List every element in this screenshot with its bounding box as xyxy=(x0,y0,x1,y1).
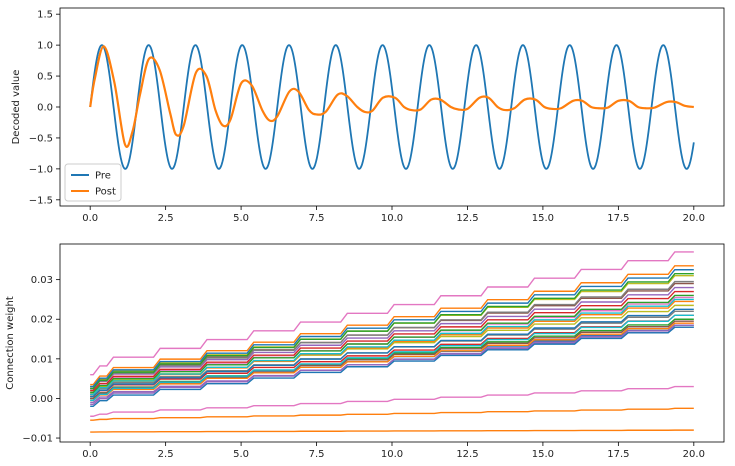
x-tick-label: 5.0 xyxy=(233,449,249,460)
connection-weight-panel: 0.0 2.5 5.0 7.5 10.0 12.5 15.0 17.5 20.0 −0.01 0.0… xyxy=(5,243,725,460)
x-tick-label: 10.0 xyxy=(381,449,403,460)
weight-series-line xyxy=(90,407,694,421)
weight-series-line xyxy=(90,294,694,394)
y-tick-label: −1.5 xyxy=(29,195,53,206)
y-tick-label: −0.5 xyxy=(29,133,53,144)
weight-series-line xyxy=(90,322,694,402)
x-tick-label: 20.0 xyxy=(683,449,705,460)
y-axis-label: Connection weight xyxy=(5,296,16,390)
x-tick-label: 7.5 xyxy=(309,449,325,460)
weight-series-line xyxy=(90,304,694,394)
y-tick-label: −1.0 xyxy=(29,164,53,175)
weight-series-line xyxy=(90,273,694,390)
y-tick-label: 0.5 xyxy=(37,72,53,83)
weight-series-line xyxy=(90,269,694,388)
series-line-post xyxy=(89,45,694,148)
weight-series-line xyxy=(90,280,694,390)
weight-series-line xyxy=(90,385,694,417)
weight-series-line xyxy=(90,314,694,402)
weight-series-line xyxy=(90,308,694,398)
x-tick-label: 2.5 xyxy=(158,213,174,224)
x-tick-label: 20.0 xyxy=(683,213,705,224)
y-tick-label: 0.0 xyxy=(37,103,53,114)
y-tick-label: 0.01 xyxy=(31,354,53,365)
legend: Pre Post xyxy=(64,163,122,202)
legend-entry: Pre xyxy=(95,171,111,182)
y-tick-label: 0.00 xyxy=(31,394,53,405)
x-tick-label: 17.5 xyxy=(607,449,629,460)
x-tick-label: 15.0 xyxy=(532,213,554,224)
x-tick-label: 15.0 xyxy=(532,449,554,460)
x-tick-label: 5.0 xyxy=(233,213,249,224)
y-axis-label: Decoded value xyxy=(11,70,22,145)
weight-series-line xyxy=(90,286,694,390)
x-tick-label: 2.5 xyxy=(158,449,174,460)
x-tick-label: 0.0 xyxy=(82,449,98,460)
weight-series-line xyxy=(90,324,694,406)
weight-series-line xyxy=(90,265,694,386)
x-tick-label: 17.5 xyxy=(607,213,629,224)
x-tick-label: 12.5 xyxy=(456,213,478,224)
y-tick-label: 1.5 xyxy=(37,10,53,21)
x-tick-label: 12.5 xyxy=(456,449,478,460)
x-tick-label: 0.0 xyxy=(82,213,98,224)
weight-series-line xyxy=(90,320,694,400)
x-tick-label: 10.0 xyxy=(381,213,403,224)
y-tick-label: 0.02 xyxy=(31,315,53,326)
y-tick-label: 1.0 xyxy=(37,41,53,52)
weight-series-line xyxy=(90,298,694,396)
weight-series-line xyxy=(90,290,694,392)
y-tick-label: 0.03 xyxy=(31,275,53,286)
decoded-value-panel: 0.0 2.5 5.0 7.5 10.0 12.5 15.0 17.5 20.0 −1.5 −1.0… xyxy=(11,7,725,224)
series-line-pre xyxy=(89,44,695,170)
legend-entry: Post xyxy=(95,187,116,198)
x-tick-label: 7.5 xyxy=(309,213,325,224)
weight-series-line xyxy=(90,326,694,408)
y-tick-label: −0.01 xyxy=(22,434,53,445)
weight-series-line xyxy=(90,429,694,433)
weight-series-line xyxy=(90,251,694,376)
